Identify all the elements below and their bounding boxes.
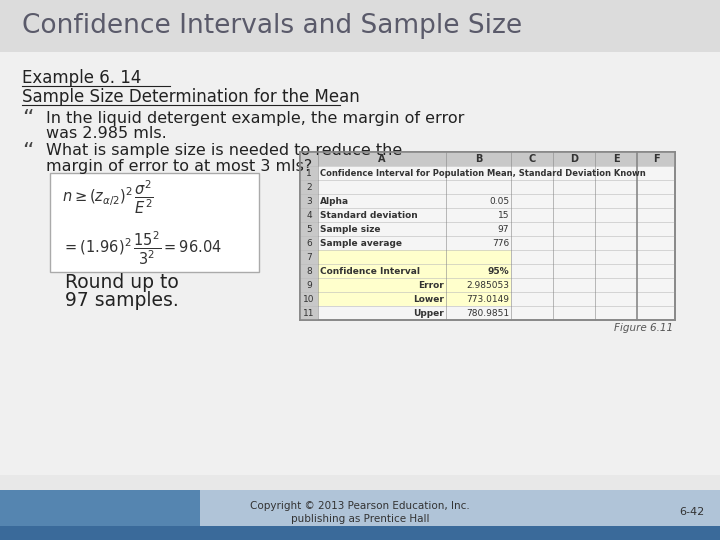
Text: Round up to: Round up to — [65, 273, 179, 292]
FancyBboxPatch shape — [300, 152, 675, 166]
Text: B: B — [474, 154, 482, 164]
Text: Confidence Intervals and Sample Size: Confidence Intervals and Sample Size — [22, 13, 522, 39]
Text: 5: 5 — [306, 225, 312, 233]
Text: 97 samples.: 97 samples. — [65, 291, 179, 309]
Text: 2: 2 — [306, 183, 312, 192]
Text: A: A — [378, 154, 386, 164]
FancyBboxPatch shape — [50, 173, 259, 272]
FancyBboxPatch shape — [0, 490, 200, 540]
FancyBboxPatch shape — [300, 152, 675, 320]
Text: 0.05: 0.05 — [489, 197, 509, 206]
Text: Lower: Lower — [413, 294, 444, 303]
Text: Confidence Interval: Confidence Interval — [320, 267, 420, 275]
FancyBboxPatch shape — [0, 0, 720, 52]
Text: was 2.985 mls.: was 2.985 mls. — [46, 126, 167, 141]
Text: Alpha: Alpha — [320, 197, 349, 206]
Text: 11: 11 — [303, 308, 315, 318]
Text: 10: 10 — [303, 294, 315, 303]
Text: publishing as Prentice Hall: publishing as Prentice Hall — [291, 514, 429, 524]
Text: Copyright © 2013 Pearson Education, Inc.: Copyright © 2013 Pearson Education, Inc. — [250, 501, 470, 511]
Text: 3: 3 — [306, 197, 312, 206]
Text: Sample Size Determination for the Mean: Sample Size Determination for the Mean — [22, 88, 360, 106]
FancyBboxPatch shape — [0, 490, 720, 540]
Text: 780.9851: 780.9851 — [466, 308, 509, 318]
Text: 1: 1 — [306, 168, 312, 178]
Text: 8: 8 — [306, 267, 312, 275]
Text: Standard deviation: Standard deviation — [320, 211, 418, 219]
Text: D: D — [570, 154, 578, 164]
Text: What is sample size is needed to reduce the: What is sample size is needed to reduce … — [46, 144, 402, 159]
Text: 4: 4 — [306, 211, 312, 219]
Text: 97: 97 — [498, 225, 509, 233]
Text: Example 6. 14: Example 6. 14 — [22, 69, 141, 87]
FancyBboxPatch shape — [318, 250, 511, 306]
Text: 2.985053: 2.985053 — [466, 280, 509, 289]
Text: Sample average: Sample average — [320, 239, 402, 247]
Text: 95%: 95% — [487, 267, 509, 275]
Text: 773.0149: 773.0149 — [466, 294, 509, 303]
Text: “: “ — [22, 142, 34, 162]
Text: Upper: Upper — [413, 308, 444, 318]
Text: 776: 776 — [492, 239, 509, 247]
Text: E: E — [613, 154, 619, 164]
Text: C: C — [528, 154, 536, 164]
FancyBboxPatch shape — [0, 0, 720, 475]
Text: In the liquid detergent example, the margin of error: In the liquid detergent example, the mar… — [46, 111, 464, 125]
Text: 9: 9 — [306, 280, 312, 289]
Text: 6: 6 — [306, 239, 312, 247]
Text: F: F — [653, 154, 660, 164]
Text: Sample size: Sample size — [320, 225, 380, 233]
Text: 7: 7 — [306, 253, 312, 261]
Text: 6-42: 6-42 — [680, 507, 705, 517]
Text: Error: Error — [418, 280, 444, 289]
Text: $n \geq (z_{\alpha/2})^2\,\dfrac{\sigma^2}{E^2}$: $n \geq (z_{\alpha/2})^2\,\dfrac{\sigma^… — [62, 178, 154, 216]
FancyBboxPatch shape — [300, 152, 318, 320]
Text: margin of error to at most 3 mls?: margin of error to at most 3 mls? — [46, 159, 312, 174]
Text: 15: 15 — [498, 211, 509, 219]
FancyBboxPatch shape — [0, 526, 720, 540]
Text: $= (1.96)^2\,\dfrac{15^2}{3^2} = 96.04$: $= (1.96)^2\,\dfrac{15^2}{3^2} = 96.04$ — [62, 229, 222, 267]
Text: Confidence Interval for Population Mean, Standard Deviation Known: Confidence Interval for Population Mean,… — [320, 168, 646, 178]
Text: Figure 6.11: Figure 6.11 — [614, 323, 673, 333]
Text: “: “ — [22, 109, 34, 129]
